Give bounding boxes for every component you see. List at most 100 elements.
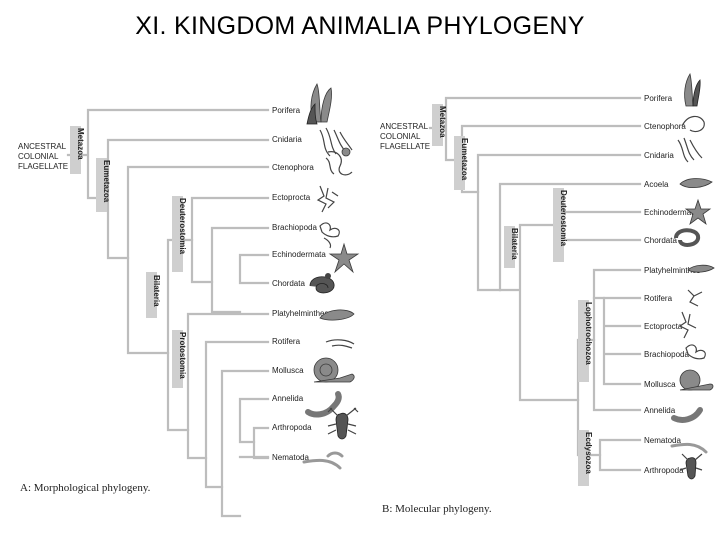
taxon-label: Arthropoda xyxy=(272,423,312,432)
root-label-line1: ANCESTRAL xyxy=(18,142,67,151)
taxon-label: Echinodermata xyxy=(272,250,326,259)
lobster-icon xyxy=(327,407,359,440)
branch xyxy=(238,397,270,444)
branch xyxy=(210,226,270,314)
clade-label-bilateria: Bilateria xyxy=(152,275,161,307)
clade-label-deuterostomia: Deuterostomia xyxy=(559,190,568,247)
branch xyxy=(558,210,642,242)
taxon-label: Ctenophora xyxy=(644,122,686,131)
taxon-label: Ctenophora xyxy=(272,163,314,172)
molecular-tree: ANCESTRAL COLONIAL FLAGELLATE Metazoa Eu… xyxy=(380,72,715,515)
taxon-label: Arthropoda xyxy=(644,466,684,475)
clade-label-protostomia: Protostomia xyxy=(178,332,187,379)
root-label-line2: COLONIAL xyxy=(18,152,59,161)
clade-label-bg xyxy=(504,226,515,268)
clade-label-bg xyxy=(578,300,589,382)
lamp-shell-icon xyxy=(685,344,706,360)
sea-star-icon xyxy=(328,242,360,274)
flatworm-icon xyxy=(687,264,715,273)
taxon-label: Ectoprocta xyxy=(272,193,311,202)
taxon-label: Porifera xyxy=(644,94,673,103)
taxon-label: Chordata xyxy=(644,236,677,245)
rotifer-icon xyxy=(687,289,703,307)
lobster-icon xyxy=(679,453,703,480)
clade-label-bg xyxy=(70,126,81,174)
taxon-label: Acoela xyxy=(644,180,669,189)
taxon-label: Cnidaria xyxy=(272,135,302,144)
clade-label-bg xyxy=(553,188,564,262)
snake-icon xyxy=(674,228,701,247)
taxon-label: Annelida xyxy=(272,394,304,403)
clade-label-bg xyxy=(172,196,183,272)
root-label-line3: FLAGELLATE xyxy=(380,142,430,151)
branch xyxy=(602,296,642,386)
taxon-label: Platyhelminthes xyxy=(272,309,328,318)
clade-label-bg xyxy=(432,104,443,146)
caption-b: B: Molecular phylogeny. xyxy=(382,503,492,515)
taxon-label: Porifera xyxy=(272,106,301,115)
branch xyxy=(126,165,270,355)
roundworm-icon xyxy=(302,451,344,470)
snail-icon xyxy=(313,357,355,383)
taxon-label: Brachiopoda xyxy=(272,223,317,232)
branch xyxy=(186,312,270,460)
bryozoan-icon xyxy=(678,311,697,339)
worm-icon xyxy=(671,407,703,423)
branch xyxy=(498,223,580,402)
root-label-line2: COLONIAL xyxy=(380,132,421,141)
flatworm-icon xyxy=(679,178,713,188)
clade-label-bg xyxy=(146,272,157,318)
sea-star-icon xyxy=(684,198,712,226)
taxon-label: Nematoda xyxy=(272,453,309,462)
taxon-label: Mollusca xyxy=(644,380,676,389)
branch xyxy=(238,253,270,285)
comb-jelly-icon xyxy=(325,151,353,176)
branch xyxy=(252,426,270,460)
taxon-label: Chordata xyxy=(272,279,305,288)
branch xyxy=(190,196,270,284)
taxon-label: Nematoda xyxy=(644,436,681,445)
clade-label-bilateria: Bilateria xyxy=(510,228,519,260)
clade-label-bg xyxy=(454,136,465,190)
sponge-icon xyxy=(306,83,332,125)
snake-icon xyxy=(309,273,335,294)
branch xyxy=(476,153,642,292)
bryozoan-icon xyxy=(316,185,339,213)
caption-a: A: Morphological phylogeny. xyxy=(20,482,151,494)
clade-label-eumetazoa: Eumetazoa xyxy=(460,138,469,181)
snail-icon xyxy=(679,369,714,391)
taxon-label: Mollusca xyxy=(272,366,304,375)
root-label-line1: ANCESTRAL xyxy=(380,122,429,131)
clade-label-deuterostomia: Deuterostomia xyxy=(178,198,187,255)
sponge-icon xyxy=(684,72,701,107)
clade-label-eumetazoa: Eumetazoa xyxy=(102,160,111,203)
clade-label-metazoa: Metazoa xyxy=(76,128,85,160)
taxon-label: Rotifera xyxy=(644,294,673,303)
slide-title: XI. KINGDOM ANIMALIA PHYLOGENY xyxy=(135,12,585,40)
lamp-shell-icon xyxy=(319,222,340,249)
taxon-label: Echinodermata xyxy=(644,208,698,217)
roundworm-icon xyxy=(670,442,708,454)
worm-icon xyxy=(305,391,342,418)
comb-jelly-icon xyxy=(681,115,705,133)
clade-label-bg xyxy=(172,330,183,388)
flatworm-icon xyxy=(319,309,355,321)
taxon-label: Platyhelminthes xyxy=(644,266,700,275)
branch xyxy=(460,124,642,194)
branch xyxy=(498,182,642,292)
clade-label-lophotrochozoa: Lophotrochozoa xyxy=(584,302,593,365)
root-label-line3: FLAGELLATE xyxy=(18,162,68,171)
taxon-label: Cnidaria xyxy=(644,151,674,160)
taxon-label: Rotifera xyxy=(272,337,301,346)
jellyfish-icon xyxy=(319,127,353,157)
rotifer-icon xyxy=(325,339,355,349)
clade-label-metazoa: Metazoa xyxy=(438,106,447,138)
jellyfish-icon xyxy=(677,137,703,163)
clade-label-bg xyxy=(578,430,589,486)
clade-label-bg xyxy=(96,158,107,212)
branch xyxy=(106,138,270,260)
branch xyxy=(598,438,642,472)
taxon-label: Ectoprocta xyxy=(644,322,683,331)
morphological-tree: ANCESTRAL COLONIAL FLAGELLATE Metazoa Eu… xyxy=(18,83,360,518)
